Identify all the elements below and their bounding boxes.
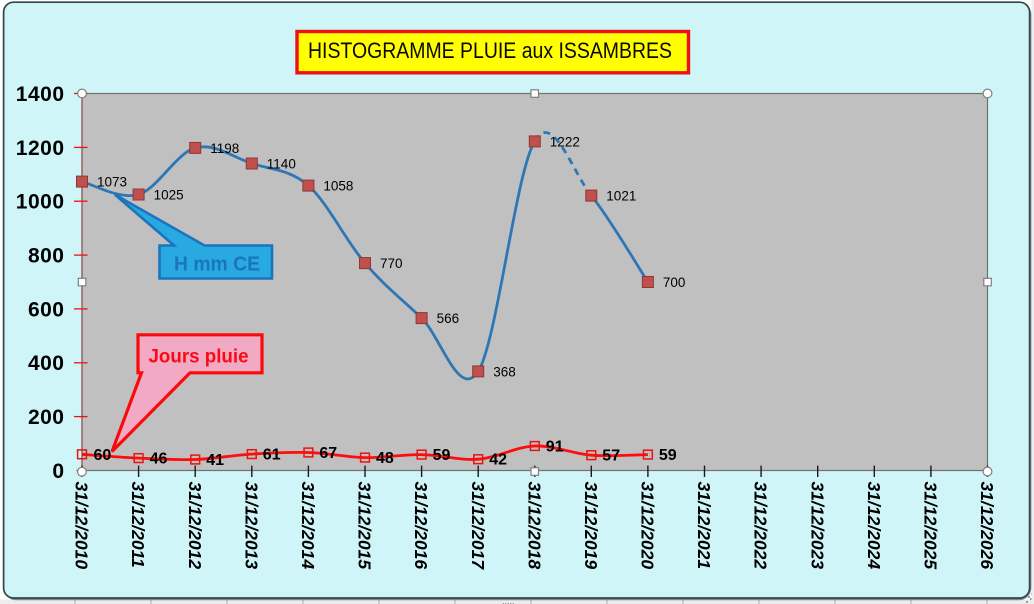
svg-text:1025: 1025 bbox=[154, 188, 184, 203]
svg-text:59: 59 bbox=[433, 447, 451, 464]
svg-text:31/12/2012: 31/12/2012 bbox=[185, 482, 205, 570]
svg-text:31/12/2023: 31/12/2023 bbox=[807, 482, 827, 570]
svg-text:770: 770 bbox=[380, 256, 403, 271]
svg-text:31/12/2020: 31/12/2020 bbox=[638, 482, 658, 570]
svg-text:1058: 1058 bbox=[323, 179, 353, 194]
svg-text:1400: 1400 bbox=[16, 83, 65, 106]
svg-text:1200: 1200 bbox=[16, 137, 65, 160]
svg-text:31/12/2010: 31/12/2010 bbox=[72, 482, 92, 570]
svg-text:31/12/2017: 31/12/2017 bbox=[468, 482, 488, 571]
svg-text:31/12/2019: 31/12/2019 bbox=[581, 482, 601, 570]
svg-text:600: 600 bbox=[28, 298, 65, 321]
svg-text:1021: 1021 bbox=[606, 189, 636, 204]
svg-text:31/12/2022: 31/12/2022 bbox=[751, 482, 771, 570]
svg-text:200: 200 bbox=[28, 406, 65, 429]
svg-text:41: 41 bbox=[206, 452, 224, 469]
svg-text:31/12/2014: 31/12/2014 bbox=[298, 482, 318, 570]
svg-text:HISTOGRAMME PLUIE aux ISSAMBRE: HISTOGRAMME PLUIE aux ISSAMBRES bbox=[308, 38, 672, 63]
svg-text:31/12/2018: 31/12/2018 bbox=[524, 482, 544, 570]
svg-text:31/12/2011: 31/12/2011 bbox=[128, 482, 148, 568]
svg-text:31/12/2021: 31/12/2021 bbox=[694, 482, 714, 570]
svg-text:59: 59 bbox=[659, 447, 677, 464]
svg-text:1073: 1073 bbox=[97, 175, 127, 190]
svg-text:1000: 1000 bbox=[16, 191, 65, 214]
svg-text:H mm CE: H mm CE bbox=[174, 254, 260, 276]
svg-text:800: 800 bbox=[28, 245, 65, 268]
svg-text:31/12/2024: 31/12/2024 bbox=[864, 482, 884, 570]
svg-text:700: 700 bbox=[663, 275, 686, 290]
svg-text:46: 46 bbox=[150, 451, 168, 468]
svg-text:31/12/2016: 31/12/2016 bbox=[411, 482, 431, 570]
svg-text:42: 42 bbox=[489, 452, 507, 469]
svg-text:67: 67 bbox=[319, 445, 337, 462]
svg-text:31/12/2013: 31/12/2013 bbox=[241, 482, 261, 570]
svg-text:31/12/2015: 31/12/2015 bbox=[355, 482, 375, 570]
svg-text:57: 57 bbox=[602, 448, 620, 465]
svg-text:91: 91 bbox=[546, 439, 564, 456]
svg-text:Jours pluie: Jours pluie bbox=[149, 347, 249, 368]
svg-text:31/12/2025: 31/12/2025 bbox=[921, 482, 941, 570]
svg-text:1222: 1222 bbox=[550, 134, 580, 149]
svg-text:48: 48 bbox=[376, 450, 394, 467]
svg-text:1198: 1198 bbox=[210, 141, 239, 156]
svg-text:400: 400 bbox=[28, 352, 65, 375]
svg-text:1140: 1140 bbox=[267, 157, 296, 172]
svg-text:31/12/2026: 31/12/2026 bbox=[977, 482, 997, 570]
svg-text:61: 61 bbox=[263, 447, 281, 464]
svg-text:0: 0 bbox=[52, 460, 64, 483]
svg-text:368: 368 bbox=[493, 364, 516, 379]
svg-text:566: 566 bbox=[437, 311, 460, 326]
svg-text:60: 60 bbox=[94, 447, 112, 464]
